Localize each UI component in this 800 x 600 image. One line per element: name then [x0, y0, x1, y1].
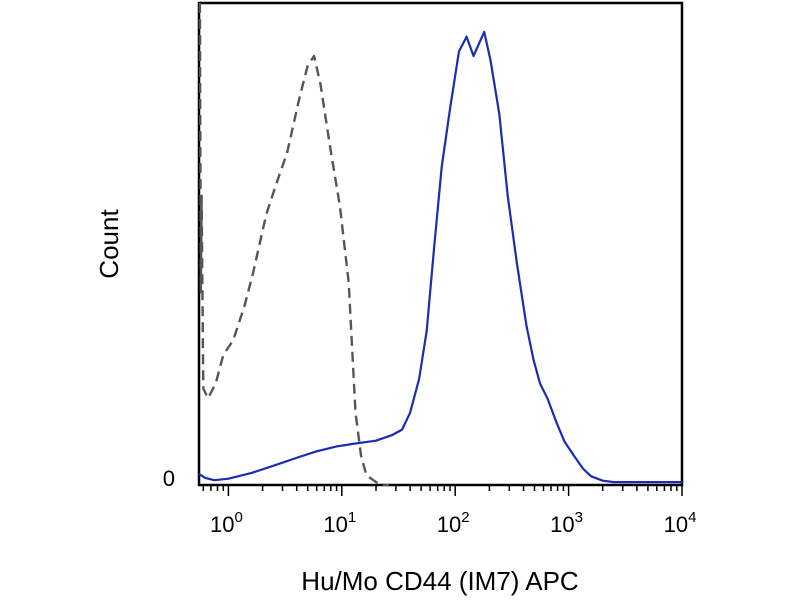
x-tick-label: 104	[664, 509, 697, 537]
x-tick-label: 103	[550, 509, 583, 537]
y-tick-label: 0	[163, 466, 175, 491]
stained-histogram-line	[198, 30, 682, 484]
plot-frame	[197, 1, 684, 487]
y-axis-ticks: 0	[163, 466, 175, 491]
x-axis-label: Hu/Mo CD44 (IM7) APC	[301, 566, 578, 596]
x-tick-label: 101	[323, 509, 356, 537]
x-tick-label: 102	[437, 509, 470, 537]
y-axis-label: Count	[94, 209, 124, 279]
plot-area	[198, 2, 682, 487]
control-histogram-line	[198, 2, 389, 487]
x-tick-label: 100	[210, 509, 243, 537]
x-axis-ticks: 100 101 102 103 104	[202, 485, 697, 537]
